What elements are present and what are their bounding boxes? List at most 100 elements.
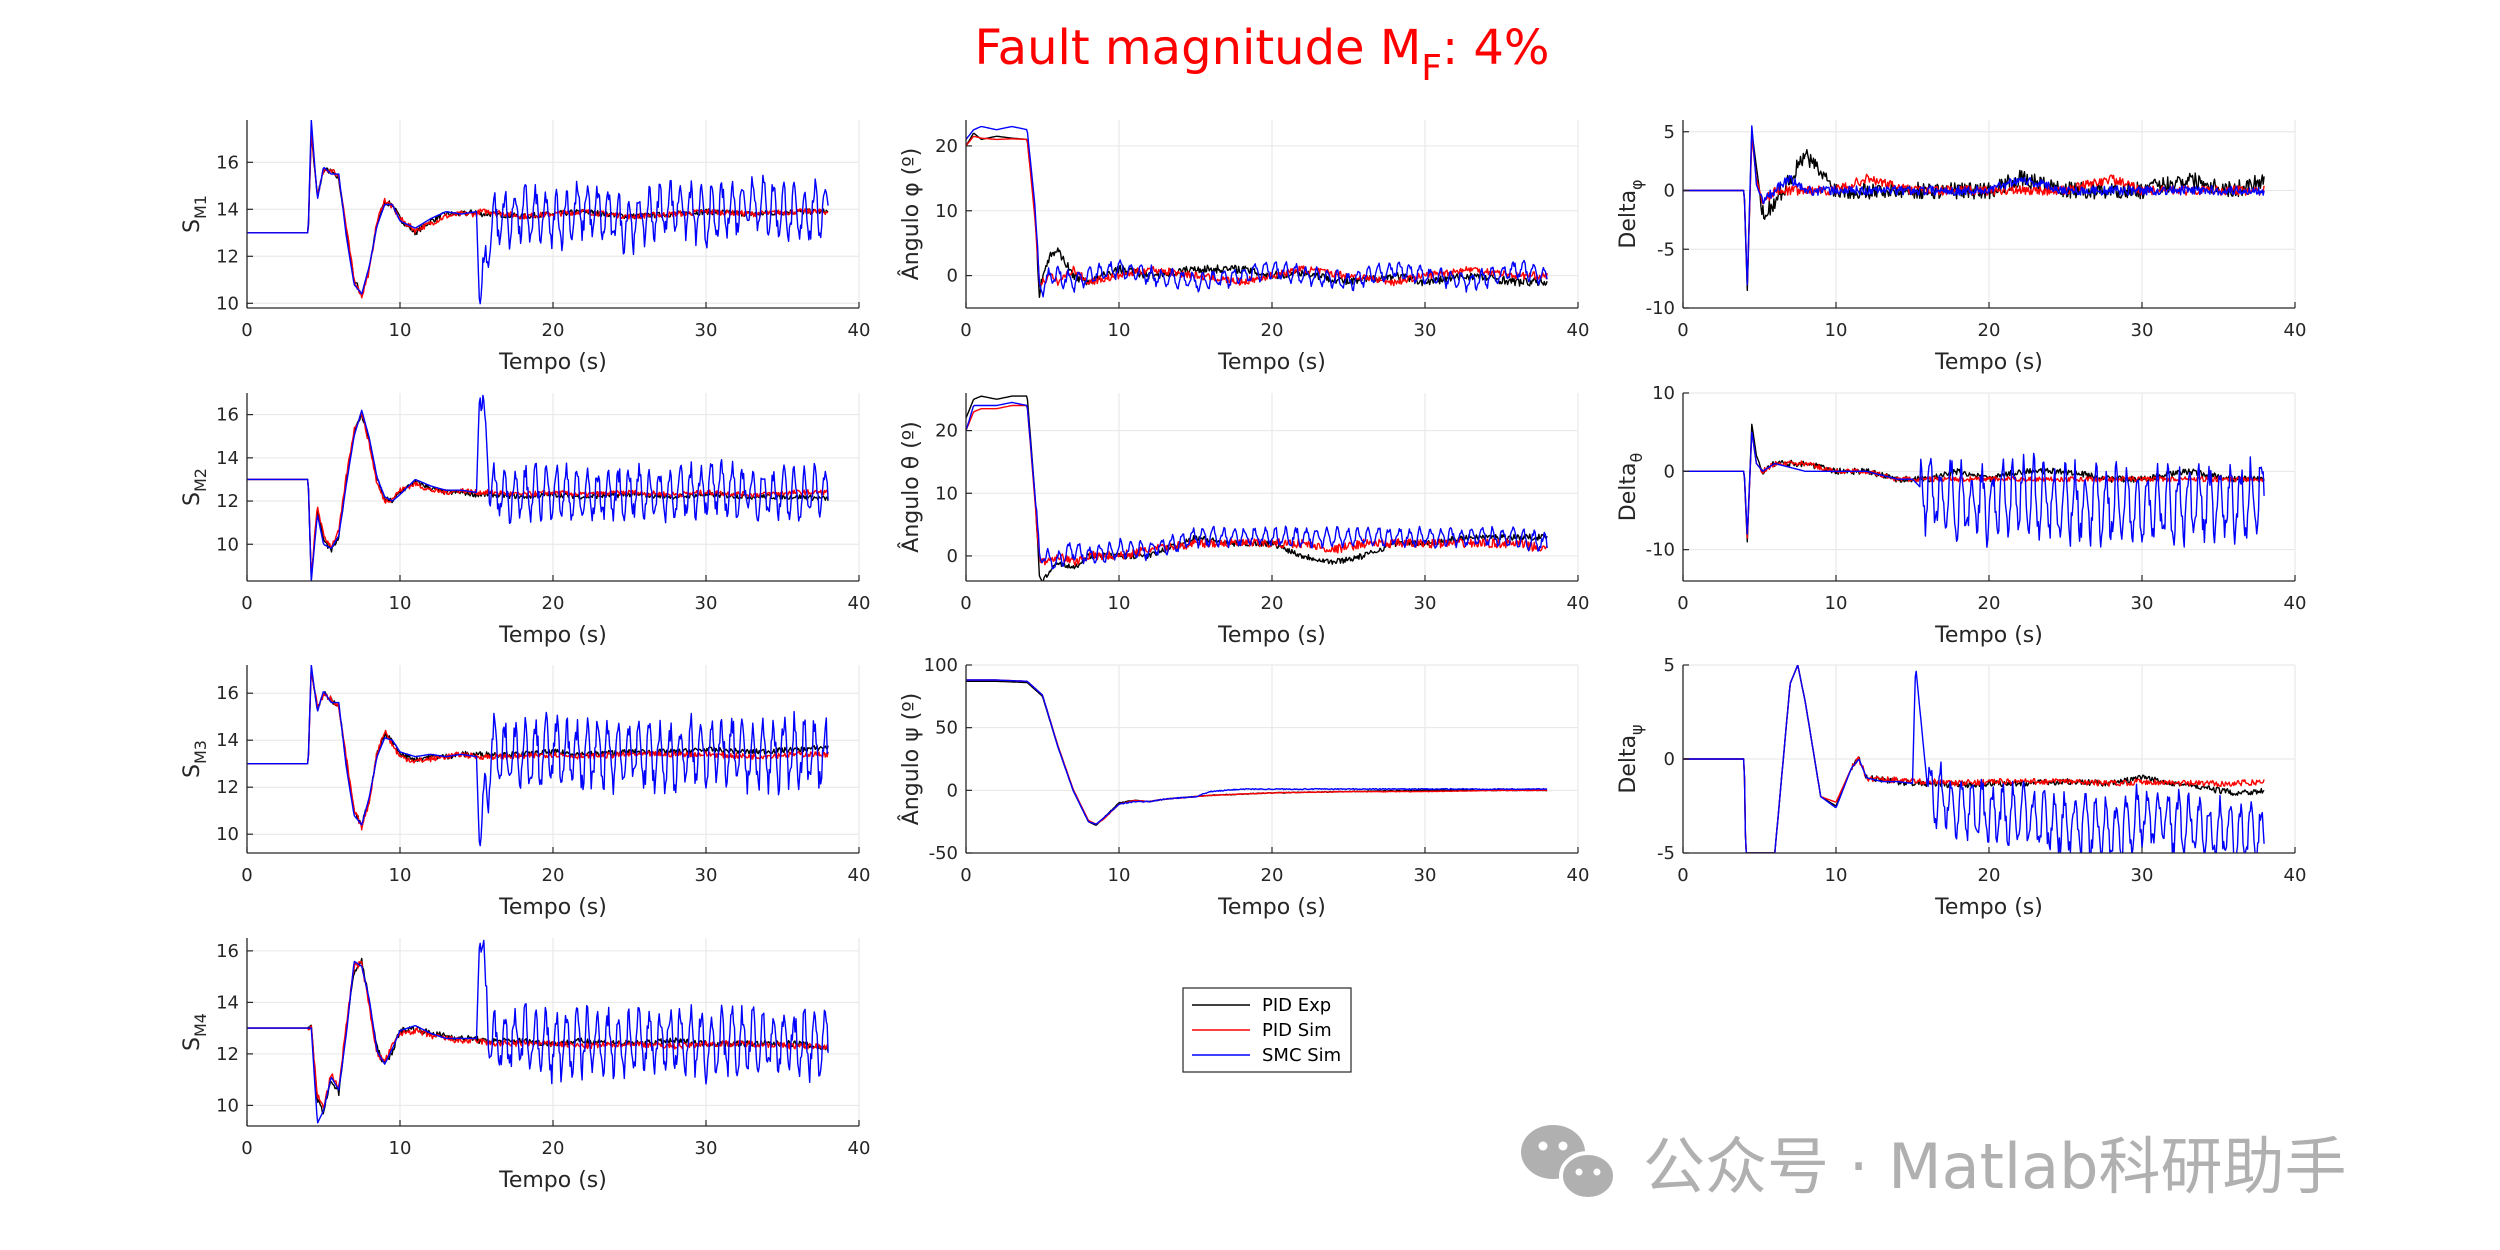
x-axis-label: Tempo (s) bbox=[1217, 895, 1326, 920]
x-tick-label: 30 bbox=[1414, 593, 1437, 614]
y-tick-label: 0 bbox=[947, 266, 958, 287]
series-line-pid-sim bbox=[247, 132, 829, 299]
x-tick-label: 10 bbox=[1825, 593, 1848, 614]
x-tick-label: 40 bbox=[2284, 320, 2307, 341]
x-tick-label: 20 bbox=[542, 865, 565, 886]
x-tick-label: 20 bbox=[1261, 593, 1284, 614]
figure-title-subscript: F bbox=[1421, 48, 1442, 89]
series-line-smc-sim bbox=[966, 401, 1548, 570]
series-line-smc-sim bbox=[966, 125, 1548, 298]
y-tick-label: 10 bbox=[935, 483, 958, 504]
y-tick-label: 14 bbox=[216, 730, 239, 751]
series-line-smc-sim bbox=[247, 120, 829, 305]
y-axis-label-main: S bbox=[180, 219, 205, 233]
y-axis-label: Deltaφ bbox=[1616, 179, 1646, 248]
figure-title-suffix: : 4% bbox=[1442, 20, 1550, 76]
legend-label: PID Sim bbox=[1262, 1020, 1332, 1041]
subplot-dtheta: 0 10 20 30 40 -10 0 10 Tempo (s) Deltaθ bbox=[1616, 383, 2306, 648]
subplot-dphi: 0 10 20 30 40 -10 -5 0 5 Tempo (s) Deltaφ bbox=[1616, 120, 2306, 375]
x-tick-label: 40 bbox=[848, 1138, 871, 1159]
series-line-pid-exp bbox=[1683, 423, 2265, 543]
series-line-smc-sim bbox=[966, 679, 1548, 825]
watermark-text: 公众号 · Matlab科研助手 bbox=[1643, 1130, 2347, 1203]
y-tick-label: -10 bbox=[1646, 298, 1675, 319]
x-tick-label: 0 bbox=[241, 320, 252, 341]
x-tick-label: 20 bbox=[542, 593, 565, 614]
x-axis-label: Tempo (s) bbox=[498, 623, 607, 648]
series-group bbox=[247, 120, 829, 305]
y-tick-label: 14 bbox=[216, 992, 239, 1013]
x-tick-label: 30 bbox=[1414, 320, 1437, 341]
series-line-smc-sim bbox=[1683, 665, 2265, 853]
y-axis-label-subscript: φ bbox=[1627, 179, 1646, 190]
x-axis-label: Tempo (s) bbox=[498, 1168, 607, 1193]
y-axis-label-main: Ângulo θ (º) bbox=[898, 421, 924, 552]
y-tick-label: 5 bbox=[1664, 655, 1675, 676]
x-tick-label: 20 bbox=[1978, 865, 2001, 886]
y-tick-label: -5 bbox=[1657, 239, 1675, 260]
y-tick-label: -50 bbox=[929, 843, 958, 864]
series-group bbox=[247, 939, 829, 1124]
y-tick-label: -5 bbox=[1657, 843, 1675, 864]
legend-label: SMC Sim bbox=[1262, 1045, 1341, 1066]
series-line-pid-sim bbox=[247, 669, 829, 831]
series-line-smc-sim bbox=[247, 939, 829, 1124]
x-tick-label: 40 bbox=[1567, 593, 1590, 614]
series-group bbox=[966, 125, 1548, 298]
x-tick-label: 30 bbox=[2131, 865, 2154, 886]
subplot-sm2: 0 10 20 30 40 10 12 14 16 Tempo (s) SM2 bbox=[180, 393, 870, 648]
series-line-smc-sim bbox=[247, 394, 829, 581]
y-axis-label: Ângulo φ (º) bbox=[898, 148, 924, 281]
y-tick-label: 16 bbox=[216, 683, 239, 704]
x-tick-label: 0 bbox=[1677, 320, 1688, 341]
x-tick-label: 0 bbox=[241, 1138, 252, 1159]
x-tick-label: 30 bbox=[695, 1138, 718, 1159]
y-tick-label: 100 bbox=[924, 655, 958, 676]
x-tick-label: 0 bbox=[1677, 865, 1688, 886]
x-tick-label: 20 bbox=[542, 320, 565, 341]
y-tick-label: 50 bbox=[935, 718, 958, 739]
series-line-pid-exp bbox=[966, 395, 1548, 581]
series-group bbox=[1683, 125, 2265, 292]
legend-label: PID Exp bbox=[1262, 995, 1331, 1016]
series-line-pid-sim bbox=[966, 135, 1548, 287]
y-tick-label: 0 bbox=[947, 546, 958, 567]
wechat-icon bbox=[1521, 1125, 1617, 1201]
y-axis-label-subscript: M2 bbox=[191, 468, 210, 492]
x-tick-label: 0 bbox=[960, 320, 971, 341]
y-axis-label-main: Ângulo ψ (º) bbox=[898, 693, 924, 826]
y-tick-label: 0 bbox=[1664, 461, 1675, 482]
y-tick-label: 12 bbox=[216, 777, 239, 798]
x-tick-label: 20 bbox=[542, 1138, 565, 1159]
y-tick-label: 10 bbox=[216, 293, 239, 314]
x-tick-label: 40 bbox=[848, 865, 871, 886]
series-group bbox=[966, 395, 1548, 581]
y-tick-label: 14 bbox=[216, 448, 239, 469]
x-tick-label: 40 bbox=[1567, 865, 1590, 886]
series-line-pid-exp bbox=[247, 135, 829, 296]
x-tick-label: 10 bbox=[389, 320, 412, 341]
y-axis-label-main: Ângulo φ (º) bbox=[898, 148, 924, 281]
y-axis-label: Deltaθ bbox=[1616, 453, 1646, 522]
series-group bbox=[247, 394, 829, 581]
figure-title: Fault magnitude MF: 4% bbox=[974, 20, 1549, 89]
y-tick-label: 10 bbox=[216, 534, 239, 555]
y-tick-label: -10 bbox=[1646, 540, 1675, 561]
x-tick-label: 10 bbox=[1825, 865, 1848, 886]
y-tick-label: 16 bbox=[216, 405, 239, 426]
series-group bbox=[1683, 665, 2265, 853]
y-axis-label: SM1 bbox=[180, 195, 210, 233]
series-line-pid-sim bbox=[966, 679, 1548, 825]
series-line-pid-exp bbox=[1683, 131, 2265, 292]
y-axis-label-main: S bbox=[180, 492, 205, 506]
x-tick-label: 0 bbox=[241, 865, 252, 886]
series-line-smc-sim bbox=[247, 665, 829, 847]
x-tick-label: 40 bbox=[2284, 593, 2307, 614]
y-tick-label: 14 bbox=[216, 199, 239, 220]
series-group bbox=[1683, 423, 2265, 548]
